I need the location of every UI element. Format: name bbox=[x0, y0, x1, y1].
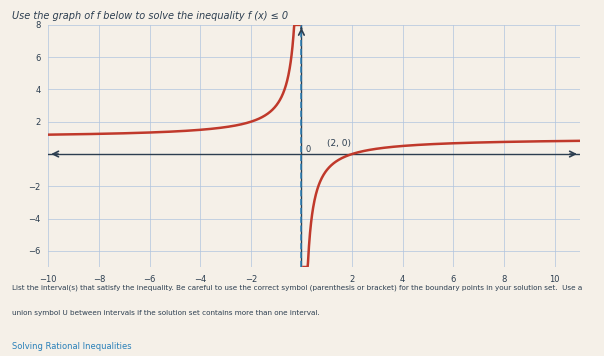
Text: List the interval(s) that satisfy the inequality. Be careful to use the correct : List the interval(s) that satisfy the in… bbox=[12, 285, 582, 291]
Text: union symbol U between intervals if the solution set contains more than one inte: union symbol U between intervals if the … bbox=[12, 310, 320, 316]
Text: Solving Rational Inequalities: Solving Rational Inequalities bbox=[12, 342, 132, 351]
Text: (2, 0): (2, 0) bbox=[327, 139, 351, 148]
Text: 0: 0 bbox=[305, 145, 310, 153]
Text: Use the graph of f below to solve the inequality f (x) ≤ 0: Use the graph of f below to solve the in… bbox=[12, 11, 288, 21]
